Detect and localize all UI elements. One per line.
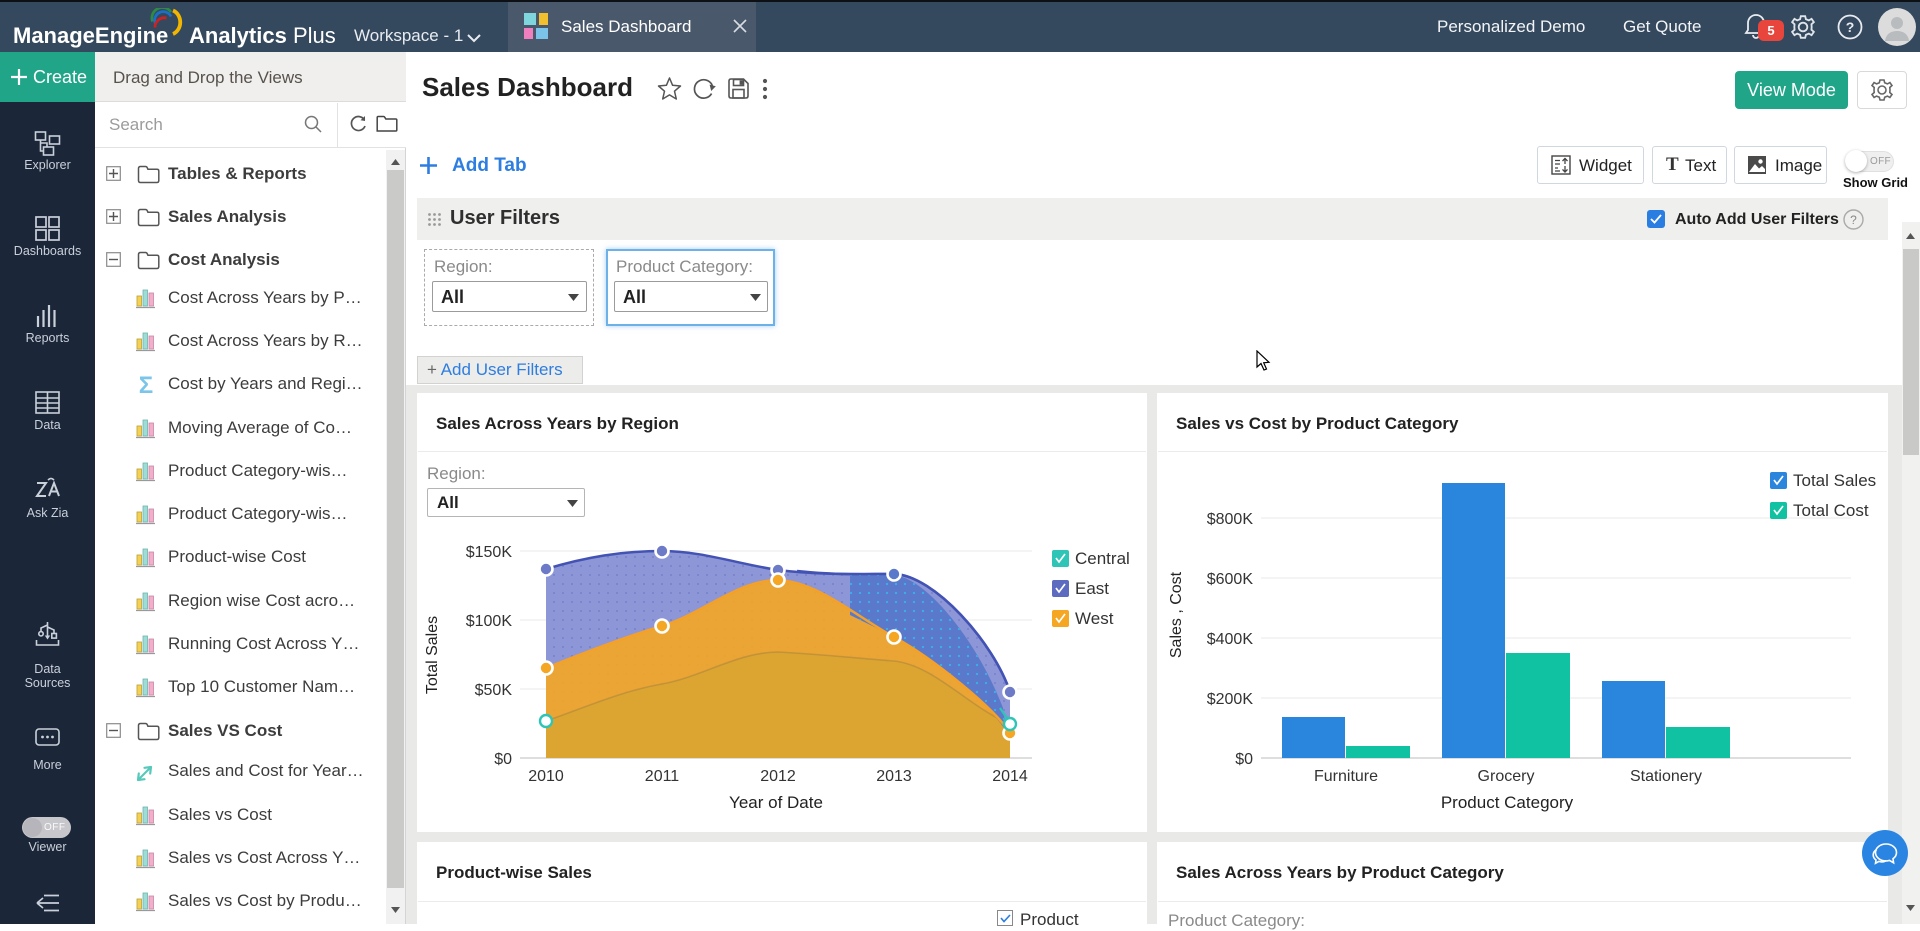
svg-text:?: ? (1846, 19, 1855, 35)
svg-text:Stationery: Stationery (1630, 768, 1702, 785)
svg-text:2012: 2012 (760, 768, 796, 785)
svg-text:Furniture: Furniture (1314, 768, 1378, 785)
svg-text:$400K: $400K (1207, 631, 1254, 648)
svg-text:West: West (1075, 609, 1114, 628)
svg-text:Sales , Cost: Sales , Cost (1168, 571, 1185, 658)
svg-text:Grocery: Grocery (1478, 768, 1535, 785)
svg-text:$800K: $800K (1207, 511, 1254, 528)
svg-text:Product Category: Product Category (1441, 793, 1574, 812)
svg-text:2011: 2011 (645, 768, 680, 785)
svg-text:Year of Date: Year of Date (729, 793, 823, 812)
svg-text:Σ: Σ (139, 373, 153, 396)
svg-text:2014: 2014 (992, 768, 1028, 785)
svg-text:East: East (1075, 579, 1109, 598)
svg-text:$100K: $100K (466, 613, 513, 630)
svg-text:$50K: $50K (475, 682, 513, 699)
svg-text:Central: Central (1075, 549, 1130, 568)
svg-text:$150K: $150K (466, 544, 513, 561)
svg-text:2010: 2010 (528, 768, 564, 785)
svg-text:Total Sales: Total Sales (1793, 471, 1876, 490)
svg-text:Total Sales: Total Sales (424, 616, 441, 694)
svg-text:$200K: $200K (1207, 691, 1254, 708)
svg-text:Total Cost: Total Cost (1793, 501, 1869, 520)
svg-text:$0: $0 (1235, 751, 1253, 768)
svg-text:$0: $0 (494, 751, 512, 768)
svg-text:2013: 2013 (876, 768, 912, 785)
svg-text:?: ? (1850, 213, 1857, 227)
svg-text:$600K: $600K (1207, 571, 1254, 588)
